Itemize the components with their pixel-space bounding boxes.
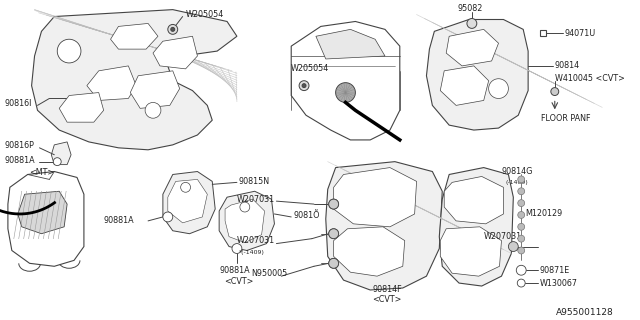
Circle shape [302,84,306,88]
Circle shape [240,202,250,212]
Polygon shape [111,23,158,49]
Circle shape [489,79,508,99]
Polygon shape [426,20,528,130]
Circle shape [335,83,355,102]
Circle shape [508,242,518,252]
Circle shape [168,24,178,34]
Circle shape [467,19,477,28]
Circle shape [518,188,525,195]
Text: 90814G: 90814G [502,167,533,176]
Text: M120129: M120129 [525,210,563,219]
Polygon shape [60,92,104,122]
Text: 90881A: 90881A [104,216,134,225]
Circle shape [518,223,525,230]
Text: FLOOR PANF: FLOOR PANF [541,114,591,123]
Text: 9081Õ: 9081Õ [293,212,320,220]
Polygon shape [440,66,489,105]
Polygon shape [219,191,275,251]
Text: 90814: 90814 [555,61,580,70]
Text: W410045 <CVT>: W410045 <CVT> [555,74,625,83]
Circle shape [329,199,339,209]
Text: 94071U: 94071U [564,29,596,38]
Text: 95082: 95082 [457,4,483,13]
Circle shape [518,176,525,183]
Text: N950005: N950005 [252,269,288,278]
Polygon shape [8,172,84,266]
Circle shape [518,212,525,219]
Text: W130067: W130067 [540,279,578,288]
Polygon shape [18,191,67,234]
Circle shape [57,39,81,63]
Circle shape [329,258,339,268]
Text: W207031: W207031 [237,195,275,204]
Text: 90881A: 90881A [5,156,36,165]
Circle shape [551,88,559,95]
Text: W205054: W205054 [186,10,224,19]
Circle shape [329,229,339,239]
Text: 90815N: 90815N [239,177,270,186]
Text: (-1409): (-1409) [506,180,528,185]
Bar [540,30,546,36]
Text: <CVT>: <CVT> [372,295,402,304]
Polygon shape [444,176,504,224]
Polygon shape [87,66,136,100]
Text: W207031: W207031 [237,236,275,245]
Text: <MT>: <MT> [29,168,55,177]
Polygon shape [333,227,404,276]
Text: 90871E: 90871E [540,266,570,275]
Polygon shape [439,168,513,286]
Circle shape [145,102,161,118]
Text: <CVT>: <CVT> [224,276,253,285]
Circle shape [518,200,525,207]
Text: W207031: W207031 [484,232,522,241]
Circle shape [299,81,309,91]
Circle shape [329,258,339,268]
Circle shape [517,279,525,287]
Text: A955001128: A955001128 [556,308,614,317]
Text: W205054: W205054 [291,64,330,73]
Polygon shape [291,21,400,140]
Polygon shape [446,29,499,66]
Polygon shape [440,227,502,276]
Circle shape [329,199,339,209]
Polygon shape [333,168,417,227]
Polygon shape [153,36,197,69]
Polygon shape [163,172,215,234]
Circle shape [53,158,61,165]
Polygon shape [225,199,264,243]
Circle shape [518,235,525,242]
Circle shape [518,247,525,254]
Polygon shape [31,10,237,150]
Polygon shape [168,180,207,223]
Text: 90881A: 90881A [219,266,250,275]
Polygon shape [51,142,71,164]
Text: 90816P: 90816P [5,141,35,150]
Text: *(-1409): *(-1409) [239,250,265,255]
Polygon shape [326,162,442,290]
Polygon shape [316,29,385,59]
Circle shape [180,182,191,192]
Circle shape [171,28,175,31]
Circle shape [329,229,339,239]
Text: 90814F: 90814F [372,285,402,294]
Polygon shape [131,71,180,108]
Circle shape [516,265,526,275]
Circle shape [232,244,242,253]
Text: 90816I: 90816I [5,99,32,108]
Circle shape [163,212,173,222]
